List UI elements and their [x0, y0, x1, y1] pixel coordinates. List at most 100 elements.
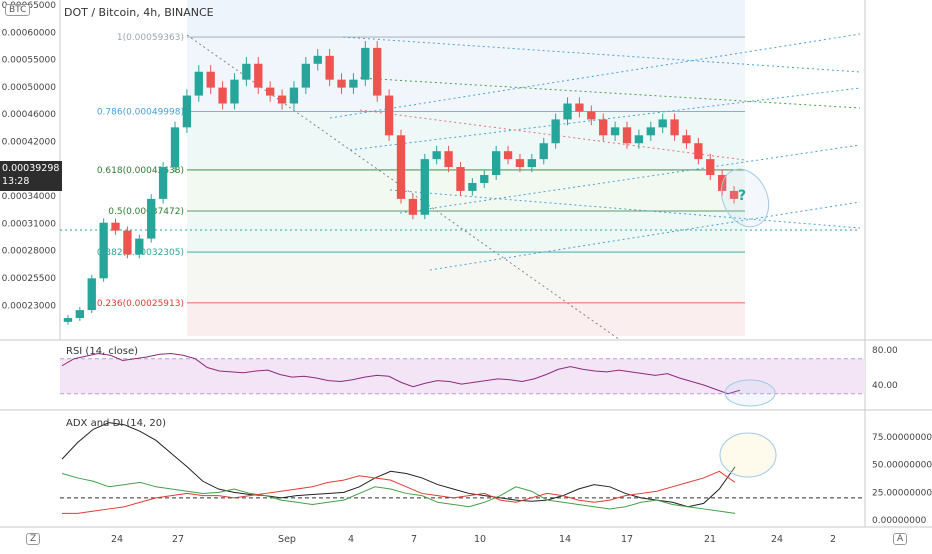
candle-body	[218, 87, 227, 104]
candle-body	[242, 63, 251, 80]
fib-zone	[187, 302, 745, 336]
annotation-question: ?	[738, 188, 746, 204]
adx-label: ADX and DI (14, 20)	[66, 418, 166, 429]
time-tick-label: 2	[830, 534, 836, 545]
time-tick-label: 24	[111, 534, 123, 545]
time-tick-label: Sep	[278, 534, 296, 545]
fib-zone	[187, 169, 745, 212]
candle-body	[599, 119, 608, 136]
candle-body	[194, 71, 203, 96]
candle-body	[182, 95, 192, 128]
time-tick-label: 14	[559, 534, 571, 545]
candle-body	[729, 190, 739, 199]
candle-body	[444, 151, 453, 168]
zone-badge[interactable]: Z	[26, 533, 41, 545]
price-tag: 0.00039298 13:28	[0, 161, 62, 191]
candle-body	[480, 175, 489, 183]
candle-body	[373, 47, 382, 96]
candle-body	[111, 222, 120, 231]
adx-highlight-ellipse	[719, 432, 777, 478]
chart-title: DOT / Bitcoin, 4h, BINANCE	[64, 6, 214, 19]
price-tick-label: 0.00050000	[2, 83, 57, 93]
candle-body	[135, 238, 144, 255]
candle-body	[75, 310, 85, 319]
rsi-tick-label: 40.00	[872, 381, 898, 391]
price-tick-label: 0.00023000	[2, 301, 57, 311]
candle-body	[456, 167, 465, 191]
candle-body	[87, 278, 96, 311]
fib-level-label: 1(0.00059363)	[117, 33, 184, 43]
candle-body	[206, 71, 215, 88]
candle-body	[147, 198, 156, 239]
candle-body	[361, 47, 370, 80]
adx-series-line	[62, 470, 736, 514]
price-tick-label: 0.00042000	[2, 138, 57, 148]
candle-body	[158, 167, 168, 199]
candle-body	[349, 79, 358, 88]
candle-body	[123, 230, 132, 255]
rsi-line	[61, 352, 741, 395]
fib-level-label: 0.236(0.00025913)	[97, 299, 184, 309]
candle-body	[325, 55, 334, 80]
time-tick-label: 24	[771, 534, 783, 545]
rsi-label: RSI (14, close)	[66, 346, 139, 357]
candle-body	[396, 135, 406, 199]
candle-body	[230, 79, 239, 104]
candle-body	[527, 159, 537, 168]
time-tick-label: 10	[474, 534, 486, 545]
candle-body	[706, 159, 715, 176]
candle-body	[265, 87, 275, 96]
candle-body	[408, 198, 418, 215]
candle-body	[610, 127, 620, 136]
time-tick-label: 17	[621, 534, 633, 545]
adx-series-line	[61, 473, 736, 514]
trend-line	[342, 36, 861, 73]
trend-line	[349, 87, 861, 151]
candle-body	[491, 151, 501, 176]
rsi-tick-label: 80.00	[872, 346, 898, 356]
trend-line	[186, 34, 621, 341]
auto-scale-button[interactable]: A	[893, 533, 908, 545]
price-tick-label: 0.00031000	[2, 219, 57, 229]
fib-zone	[187, 111, 745, 170]
candle-body	[587, 111, 596, 120]
candle-body	[420, 159, 429, 215]
adx-tick-label: 50.00000000	[872, 461, 932, 471]
price-tag-value: 0.00039298	[2, 163, 60, 174]
time-tick-label: 7	[411, 534, 417, 545]
trend-line	[389, 189, 861, 229]
adx-series-line	[61, 422, 736, 508]
price-tick-label: 0.00034000	[2, 192, 57, 202]
highlight-ellipse	[720, 168, 770, 228]
time-tick-label: 21	[704, 534, 716, 545]
candle-body	[170, 127, 180, 168]
candle-body	[337, 79, 346, 88]
candle-body	[503, 151, 513, 160]
currency-badge[interactable]: BTC	[5, 4, 31, 16]
candle-body	[301, 63, 311, 88]
candle-body	[515, 159, 525, 168]
rsi-band	[60, 358, 865, 394]
candle-body	[634, 135, 644, 144]
candle-body	[277, 95, 287, 104]
candle-body	[384, 95, 394, 136]
fib-zone	[187, 37, 745, 112]
price-tick-label: 0.00028000	[2, 247, 57, 257]
fib-level-label: 0.618(0.00042638)	[97, 166, 184, 176]
candle-body	[313, 55, 322, 64]
price-tag-countdown: 13:28	[2, 176, 30, 187]
candle-body	[622, 127, 632, 144]
candle-body	[658, 119, 667, 128]
time-tick-label: 27	[172, 534, 184, 545]
candle-body	[670, 119, 679, 136]
price-tick-label: 0.00060000	[2, 28, 57, 38]
adx-tick-label: 75.00000000	[872, 433, 932, 443]
candle-body	[63, 318, 73, 322]
fib-zone	[187, 0, 745, 37]
rsi-highlight-ellipse	[724, 379, 776, 407]
candle-body	[563, 103, 572, 120]
adx-tick-label: 25.00000000	[872, 488, 932, 498]
candle-body	[682, 135, 691, 144]
